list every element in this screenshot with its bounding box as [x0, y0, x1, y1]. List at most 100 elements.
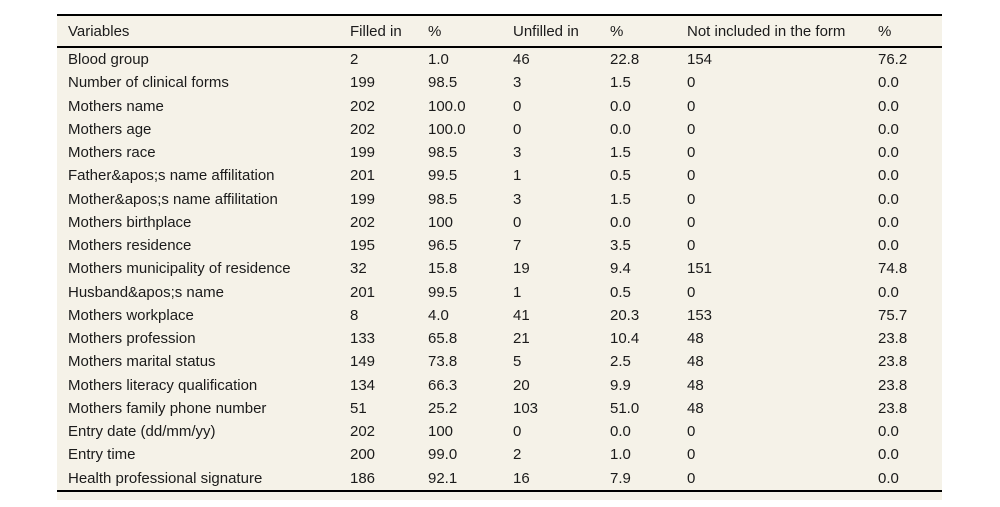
value-cell: 186 — [350, 469, 376, 487]
value-cell: 153 — [687, 306, 713, 324]
value-cell: 154 — [687, 51, 713, 69]
value-cell: 10.4 — [610, 330, 640, 348]
value-cell: 98.5 — [428, 74, 458, 92]
variable-name-cell: Number of clinical forms — [68, 74, 229, 92]
table-row: Blood group 2 1.0 46 22.8 154 76.2 — [57, 47, 942, 71]
value-cell: 51.0 — [610, 399, 640, 417]
variable-name-cell: Health professional signature — [68, 469, 263, 487]
value-cell: 199 — [350, 190, 376, 208]
value-cell: 41 — [513, 306, 530, 324]
value-cell: 202 — [350, 120, 376, 138]
value-cell: 0.0 — [878, 283, 899, 301]
table-row: Mothers profession 133 65.8 21 10.4 48 23.8 — [57, 327, 942, 350]
variable-name-cell: Mothers marital status — [68, 353, 216, 371]
value-cell: 0 — [687, 190, 696, 208]
value-cell: 199 — [350, 144, 376, 162]
value-cell: 0 — [687, 120, 696, 138]
column-header-filled-pct: % — [428, 15, 513, 48]
variable-name-cell: Mothers residence — [68, 237, 192, 255]
table-row: Mothers family phone number 51 25.2 103 51.0… — [57, 397, 942, 420]
value-cell: 100.0 — [428, 120, 466, 138]
value-cell: 99.5 — [428, 283, 458, 301]
value-cell: 0 — [687, 167, 696, 185]
value-cell: 0.0 — [610, 213, 631, 231]
value-cell: 48 — [687, 399, 704, 417]
value-cell: 0 — [513, 423, 522, 441]
value-cell: 3 — [513, 190, 522, 208]
value-cell: 0 — [513, 213, 522, 231]
table-row: Number of clinical forms 199 98.5 3 1.5 0 0.0 — [57, 71, 942, 94]
value-cell: 201 — [350, 167, 376, 185]
value-cell: 0 — [513, 120, 522, 138]
value-cell: 133 — [350, 330, 376, 348]
column-header-unfilled-pct: % — [610, 15, 687, 48]
value-cell: 199 — [350, 74, 376, 92]
value-cell: 0 — [687, 237, 696, 255]
value-cell: 195 — [350, 237, 376, 255]
column-header-not-included: Not included in the form — [687, 15, 878, 48]
value-cell: 202 — [350, 97, 376, 115]
value-cell: 16 — [513, 469, 530, 487]
value-cell: 2.5 — [610, 353, 631, 371]
value-cell: 9.4 — [610, 260, 631, 278]
value-cell: 3.5 — [610, 237, 631, 255]
value-cell: 0.0 — [878, 213, 899, 231]
value-cell: 2 — [350, 51, 359, 69]
value-cell: 22.8 — [610, 51, 640, 69]
value-cell: 1.5 — [610, 74, 631, 92]
value-cell: 32 — [350, 260, 367, 278]
value-cell: 100 — [428, 423, 454, 441]
value-cell: 0.0 — [878, 120, 899, 138]
table-row: Mothers race 199 98.5 3 1.5 0 0.0 — [57, 141, 942, 164]
value-cell: 20 — [513, 376, 530, 394]
value-cell: 99.5 — [428, 167, 458, 185]
value-cell: 1 — [513, 283, 522, 301]
table-row: Mothers workplace 8 4.0 41 20.3 153 75.7 — [57, 304, 942, 327]
value-cell: 48 — [687, 376, 704, 394]
value-cell: 98.5 — [428, 190, 458, 208]
value-cell: 48 — [687, 330, 704, 348]
value-cell: 76.2 — [878, 51, 908, 69]
column-header-not-included-pct: % — [878, 15, 942, 48]
value-cell: 7 — [513, 237, 522, 255]
table-row: Husband&apos;s name 201 99.5 1 0.5 0 0.0 — [57, 281, 942, 304]
value-cell: 23.8 — [878, 353, 908, 371]
table-row: Health professional signature 186 92.1 16 7.… — [57, 467, 942, 491]
value-cell: 202 — [350, 213, 376, 231]
variable-name-cell: Mother&apos;s name affilitation — [68, 190, 278, 208]
value-cell: 75.7 — [878, 306, 908, 324]
variable-name-cell: Mothers family phone number — [68, 399, 267, 417]
value-cell: 96.5 — [428, 237, 458, 255]
value-cell: 99.0 — [428, 446, 458, 464]
variable-name-cell: Husband&apos;s name — [68, 283, 224, 301]
variable-name-cell: Father&apos;s name affilitation — [68, 167, 275, 185]
variable-name-cell: Entry time — [68, 446, 136, 464]
value-cell: 0.0 — [878, 97, 899, 115]
value-cell: 200 — [350, 446, 376, 464]
value-cell: 1.0 — [428, 51, 449, 69]
value-cell: 5 — [513, 353, 522, 371]
value-cell: 0.0 — [878, 144, 899, 162]
value-cell: 2 — [513, 446, 522, 464]
value-cell: 0 — [687, 283, 696, 301]
value-cell: 1.5 — [610, 144, 631, 162]
value-cell: 73.8 — [428, 353, 458, 371]
value-cell: 15.8 — [428, 260, 458, 278]
value-cell: 0.0 — [878, 237, 899, 255]
variable-name-cell: Entry date (dd/mm/yy) — [68, 423, 216, 441]
variable-name-cell: Mothers municipality of residence — [68, 260, 291, 278]
value-cell: 100 — [428, 213, 454, 231]
column-header-unfilled-in: Unfilled in — [513, 15, 610, 48]
value-cell: 23.8 — [878, 330, 908, 348]
variable-name-cell: Mothers profession — [68, 330, 196, 348]
table-row: Mothers name 202 100.0 0 0.0 0 0.0 — [57, 95, 942, 118]
value-cell: 201 — [350, 283, 376, 301]
value-cell: 9.9 — [610, 376, 631, 394]
table-row: Father&apos;s name affilitation 201 99.5 1 0… — [57, 164, 942, 187]
table-row: Entry date (dd/mm/yy) 202 100 0 0.0 0 0.0 — [57, 420, 942, 443]
value-cell: 103 — [513, 399, 539, 417]
variable-name-cell: Mothers race — [68, 144, 156, 162]
value-cell: 23.8 — [878, 399, 908, 417]
value-cell: 149 — [350, 353, 376, 371]
value-cell: 92.1 — [428, 469, 458, 487]
